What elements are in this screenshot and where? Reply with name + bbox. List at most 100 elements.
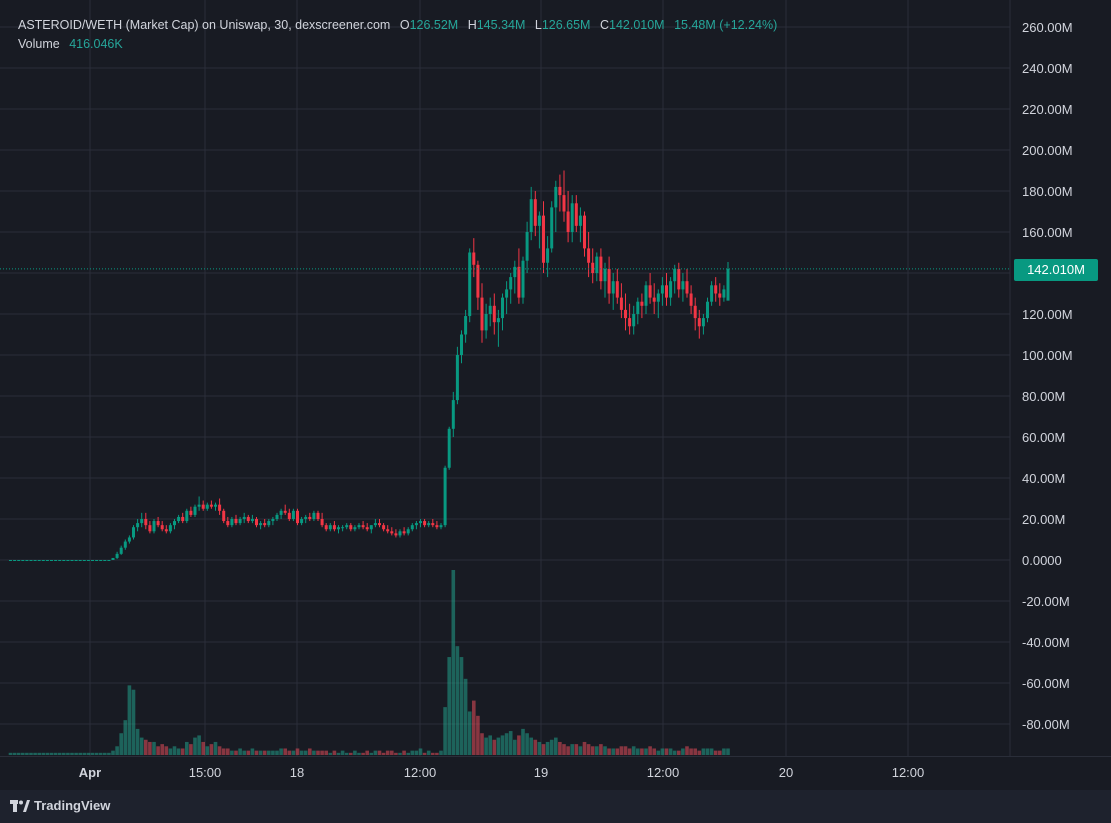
candle-body — [496, 318, 500, 323]
candle-body — [382, 525, 386, 530]
candle-body — [390, 531, 394, 534]
candle-body — [546, 248, 550, 263]
volume-bars — [8, 570, 730, 755]
price-axis-label: 20.00M — [1022, 512, 1065, 527]
candle-body — [29, 560, 33, 561]
candle — [45, 560, 49, 561]
candle-body — [99, 560, 103, 561]
candle — [603, 262, 607, 298]
candle-body — [177, 516, 181, 522]
candle — [17, 560, 21, 561]
volume-bar — [623, 746, 628, 755]
candle — [693, 297, 697, 331]
candle — [259, 521, 263, 530]
volume-bar — [615, 748, 620, 755]
volume-bar — [517, 735, 521, 755]
volume-bar — [521, 728, 525, 755]
candle — [451, 391, 455, 437]
candle-body — [673, 268, 677, 282]
candle — [54, 560, 58, 561]
tradingview-logo[interactable]: TradingView — [10, 798, 110, 813]
volume-bar — [189, 744, 193, 755]
volume-bar — [394, 752, 398, 755]
candle — [189, 506, 193, 517]
candle-body — [521, 260, 525, 298]
candle-body — [591, 262, 595, 273]
candle-body — [132, 527, 135, 538]
volume-bar — [119, 733, 123, 755]
candle-body — [726, 268, 730, 301]
volume-bar — [238, 748, 242, 755]
volume-bar — [299, 750, 304, 755]
candle-body — [291, 510, 295, 519]
candle-body — [414, 523, 418, 526]
volume-bar — [29, 752, 33, 755]
candle-body — [656, 293, 660, 302]
candle — [726, 262, 730, 301]
candle-body — [222, 510, 226, 522]
volume-bar — [586, 744, 591, 755]
volume-bar — [467, 711, 472, 755]
volume-bar — [164, 746, 169, 755]
candle — [492, 293, 496, 335]
candle-body — [603, 268, 607, 282]
candle — [566, 191, 570, 243]
candle-body — [607, 268, 611, 294]
candle-body — [45, 560, 49, 561]
candle — [652, 283, 656, 314]
chart-panel[interactable]: 260.00M 240.00M 220.00M 200.00M 180.00M 160.0… — [0, 0, 1111, 790]
candle — [460, 330, 463, 364]
candle — [197, 496, 201, 511]
volume-bar — [135, 728, 140, 755]
candle-body — [660, 285, 664, 294]
candle — [410, 523, 414, 532]
candle — [99, 560, 103, 561]
candle — [656, 289, 660, 319]
candle-body — [197, 504, 201, 507]
candle-body — [353, 527, 357, 530]
candle-body — [148, 525, 152, 532]
candle — [607, 256, 611, 304]
candle-body — [164, 529, 168, 532]
candle — [86, 560, 90, 561]
candle — [373, 519, 377, 528]
candle — [496, 309, 500, 347]
volume-bar — [25, 752, 29, 755]
candle-body — [513, 266, 517, 278]
volume-bar — [718, 750, 722, 755]
volume-bar — [62, 752, 66, 755]
candle — [673, 264, 677, 294]
candle-body — [427, 523, 431, 526]
candle — [181, 512, 185, 524]
candle-body — [86, 560, 90, 561]
volume-bar — [324, 750, 328, 755]
candle — [214, 502, 217, 511]
volume-bar — [459, 657, 464, 755]
volume-bar — [131, 689, 136, 755]
candle — [111, 557, 115, 560]
candle-body — [566, 211, 570, 232]
candle-body — [308, 516, 312, 519]
time-axis-label: 18 — [290, 765, 304, 780]
candle — [640, 293, 644, 319]
volume-bar — [197, 735, 201, 755]
volume-bar — [180, 748, 185, 755]
chart-legend: ASTEROID/WETH (Market Cap) on Uniswap, 3… — [18, 16, 777, 54]
candle-body — [205, 504, 209, 509]
candle — [33, 560, 37, 561]
candle-body — [111, 557, 115, 560]
volume-bar — [549, 739, 554, 755]
volume-bar — [492, 739, 497, 755]
candle — [406, 527, 410, 536]
candle-body — [652, 297, 656, 302]
volume-bar — [406, 752, 410, 755]
candle-body — [95, 560, 99, 561]
candle-body — [468, 252, 472, 317]
price-axis-label: 180.00M — [1022, 184, 1073, 199]
volume-bar — [681, 748, 685, 755]
candle-body — [488, 305, 492, 314]
candle-body — [283, 510, 287, 513]
volume-bar — [705, 748, 710, 755]
volume-bar — [385, 750, 390, 755]
chart-canvas[interactable]: 260.00M 240.00M 220.00M 200.00M 180.00M 160.0… — [0, 0, 1111, 790]
